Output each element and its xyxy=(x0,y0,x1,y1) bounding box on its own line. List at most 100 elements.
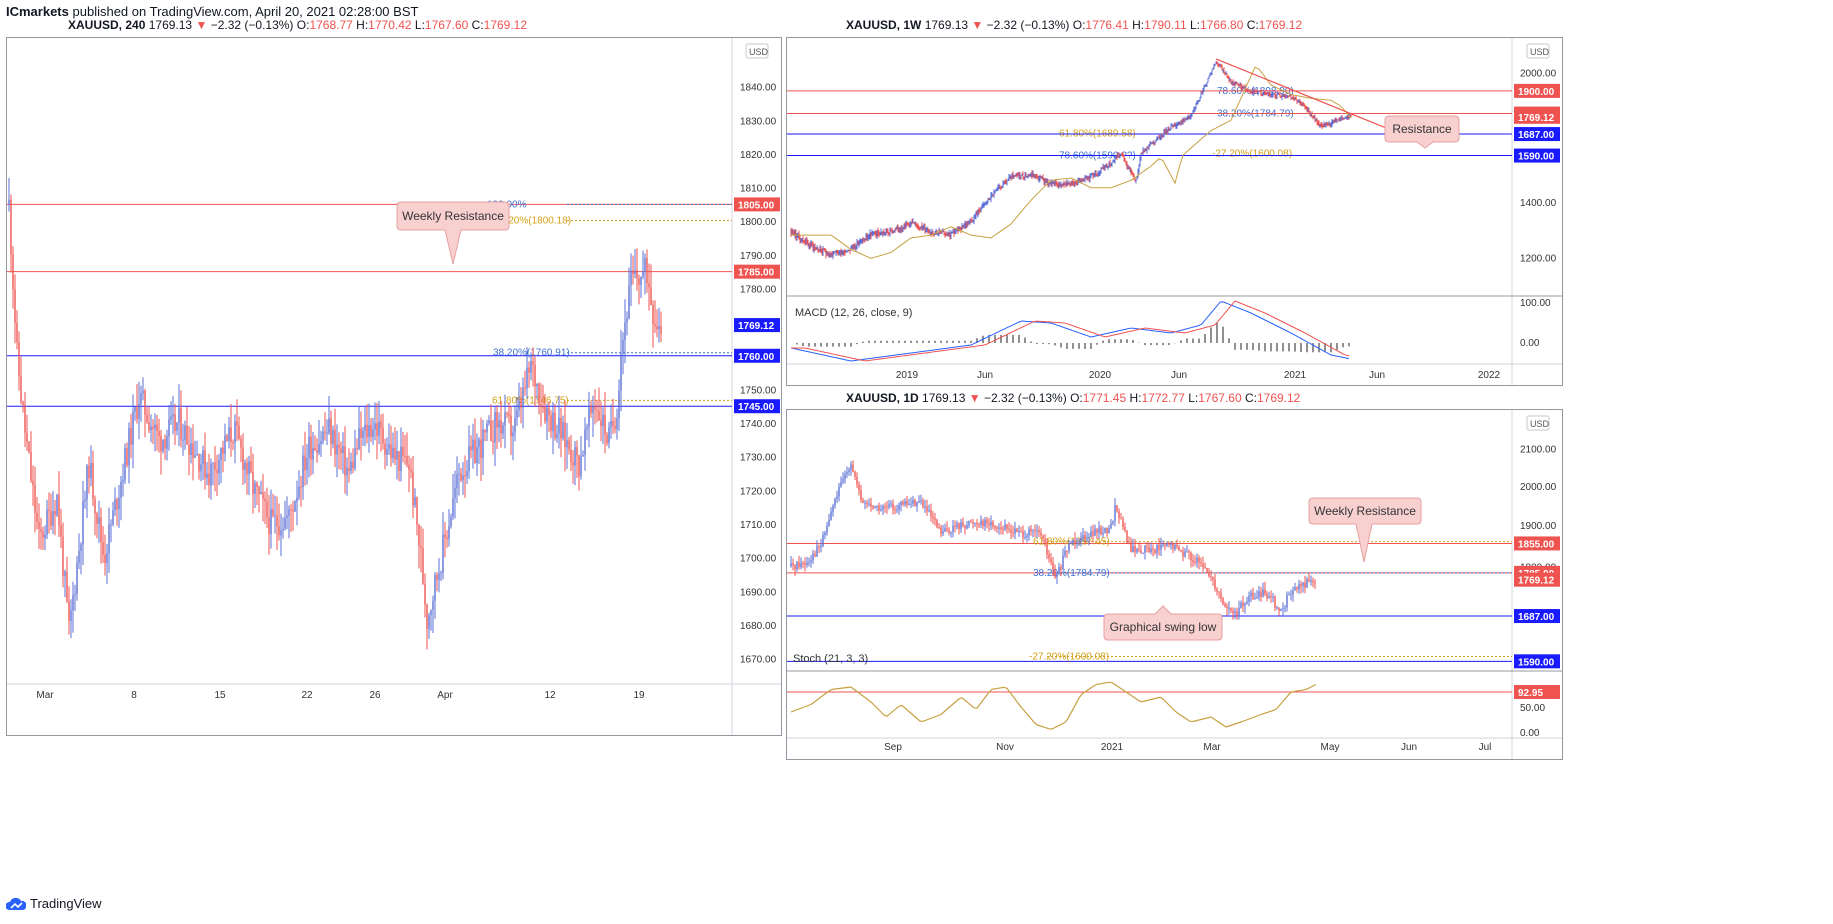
candle-body xyxy=(868,503,870,505)
candle-body xyxy=(10,199,12,255)
left-symbol[interactable]: XAUUSD, 240 xyxy=(68,18,146,32)
author-name[interactable]: ICmarkets xyxy=(6,4,69,19)
candle-body xyxy=(907,224,909,226)
candle-body xyxy=(220,447,222,461)
candle-body xyxy=(863,238,865,242)
daily-chart-panel[interactable]: 1800.001900.002000.002100.00USDSepNov202… xyxy=(786,409,1563,760)
candle-body xyxy=(895,228,897,230)
candle-body xyxy=(500,420,502,434)
candle-body xyxy=(852,246,854,249)
level-tag: 1687.00 xyxy=(1518,612,1555,623)
candle-body xyxy=(606,434,608,444)
daily-symbol[interactable]: XAUUSD, 1D xyxy=(846,391,919,405)
candle-body xyxy=(1210,73,1212,75)
candle-body xyxy=(184,425,186,440)
candle-body xyxy=(640,276,642,285)
candle-body xyxy=(1248,91,1250,93)
candle-body xyxy=(962,522,964,527)
candle-body xyxy=(1063,183,1065,185)
time-tick-label: Mar xyxy=(36,690,54,701)
candle-body xyxy=(911,222,913,224)
candle-body xyxy=(1204,84,1206,88)
candle-body xyxy=(854,245,856,249)
candle-body xyxy=(1126,530,1128,543)
candle-body xyxy=(1157,137,1159,139)
candle-body xyxy=(532,361,534,365)
candle-body xyxy=(542,406,544,408)
candle-body xyxy=(1340,117,1342,121)
candle-body xyxy=(820,546,822,548)
candle-body xyxy=(910,222,912,224)
candle-body xyxy=(888,232,890,234)
candle-body xyxy=(1326,123,1328,125)
candle-body xyxy=(1313,116,1315,118)
candle-body xyxy=(814,246,816,248)
candle-body xyxy=(1000,527,1002,530)
candle-body xyxy=(1138,548,1140,551)
candle-body xyxy=(1292,97,1294,99)
candle-body xyxy=(1016,174,1018,176)
candle-body xyxy=(124,448,126,480)
resistance-callout-bubble xyxy=(1384,115,1460,149)
candle-body xyxy=(584,429,586,455)
candle-body xyxy=(1144,545,1146,553)
candle-body xyxy=(1261,94,1263,96)
candle-body xyxy=(1014,174,1016,176)
candle-body xyxy=(1272,596,1274,598)
candle-body xyxy=(987,198,989,202)
left-chart-panel[interactable]: 1670.00 1680.00 1690.00 1700.00 1710.00 1720.… xyxy=(6,37,782,736)
candle-body xyxy=(1206,567,1208,573)
level-tag-bg xyxy=(1514,536,1560,551)
candle-body xyxy=(310,436,312,460)
candle-body xyxy=(800,239,802,241)
candle-body xyxy=(84,499,86,502)
candle-body xyxy=(801,238,803,240)
left-chart-svg[interactable]: 1670.00 1680.00 1690.00 1700.00 1710.00 1720.… xyxy=(7,38,781,735)
weekly-symbol[interactable]: XAUUSD, 1W xyxy=(846,18,922,32)
candle-body xyxy=(1172,125,1174,127)
down-arrow-icon: ▼ xyxy=(195,18,208,32)
candle-body xyxy=(150,426,152,431)
cloud-icon xyxy=(6,897,26,910)
candle-body xyxy=(866,236,868,239)
tradingview-logo[interactable]: TradingView xyxy=(6,896,102,911)
candle-body xyxy=(862,499,864,503)
weekly-chart-panel[interactable]: 1200.001400.001600.001800.002000.00USD20… xyxy=(786,37,1563,386)
candle-body xyxy=(356,448,358,450)
candle-body xyxy=(871,233,873,236)
candle-body xyxy=(1350,115,1352,117)
candle-body xyxy=(100,517,102,542)
left-low: 1767.60 xyxy=(424,18,469,32)
candle-body xyxy=(908,504,910,506)
candle-body xyxy=(1038,530,1040,533)
candle-body xyxy=(912,499,914,504)
candle-body xyxy=(1151,143,1153,145)
candle-body xyxy=(1082,535,1084,538)
candle-body xyxy=(1042,535,1044,540)
candle-body xyxy=(390,444,392,459)
candle-body xyxy=(1228,607,1230,609)
candle-body xyxy=(1168,129,1170,131)
candle-body xyxy=(1321,125,1323,127)
candle-body xyxy=(827,254,829,256)
candle-body xyxy=(1079,180,1081,182)
candle-body xyxy=(1239,84,1241,86)
candle-body xyxy=(1089,175,1091,180)
candle-body xyxy=(162,439,164,452)
candle-body xyxy=(938,527,940,529)
candle-body xyxy=(1222,598,1224,605)
candle-body xyxy=(1213,65,1215,69)
candle-body xyxy=(1150,143,1152,145)
candle-body xyxy=(1112,161,1114,163)
candle-body xyxy=(1296,587,1298,590)
candle-body xyxy=(616,418,618,430)
candle-body xyxy=(1294,97,1296,99)
candle-body xyxy=(288,509,290,516)
weekly-chart-svg[interactable]: 1200.001400.001600.001800.002000.00USD20… xyxy=(787,38,1562,385)
daily-chart-svg[interactable]: 1800.001900.002000.002100.00USDSepNov202… xyxy=(787,410,1562,759)
candle-body xyxy=(1339,120,1341,122)
candle-body xyxy=(922,227,924,229)
candle-body xyxy=(1027,174,1029,177)
candle-body xyxy=(830,254,832,256)
candle-body xyxy=(1300,103,1302,105)
